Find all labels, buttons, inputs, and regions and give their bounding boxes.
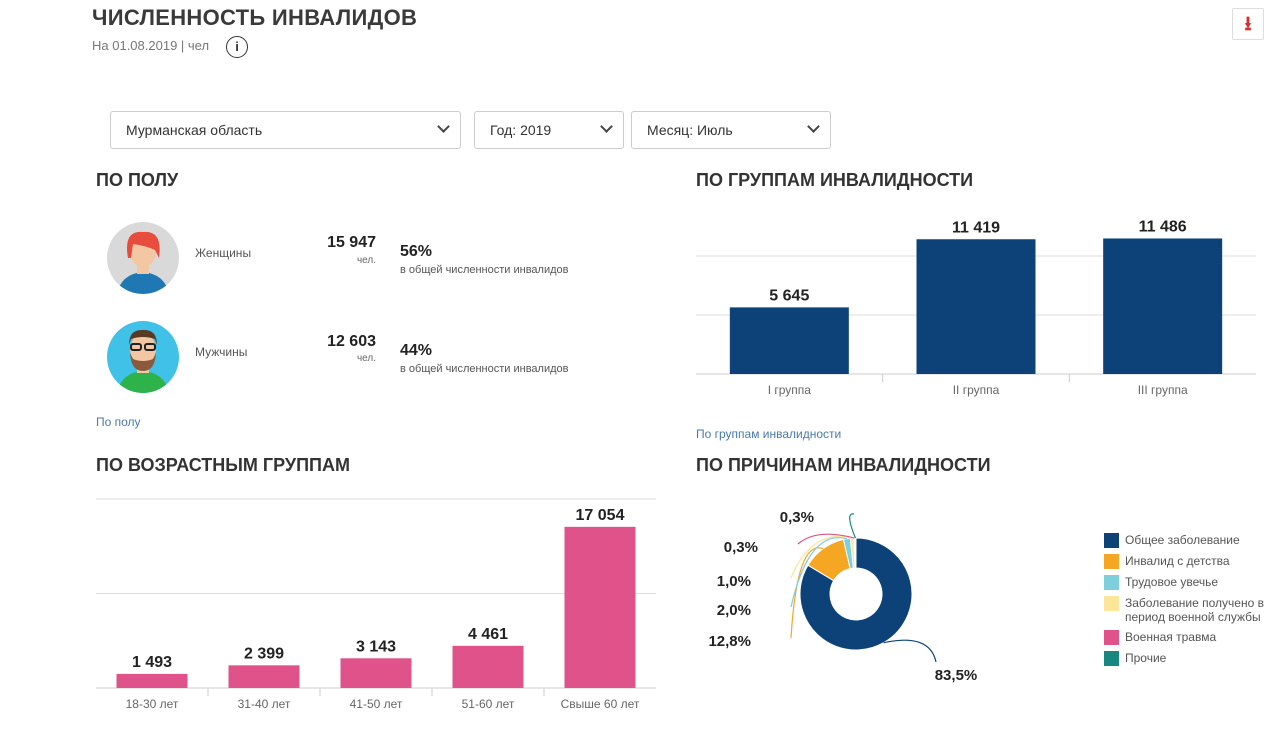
bar-4 (564, 526, 636, 688)
legend-swatch (1104, 651, 1119, 666)
data-label: 1 493 (132, 654, 172, 671)
data-label: 0,3% (780, 509, 814, 526)
chevron-down-icon (807, 120, 820, 133)
region-value: Мурманская область (126, 122, 263, 138)
download-button[interactable]: ⭳ (1232, 8, 1264, 40)
legend-item[interactable]: Инвалид с детства (1104, 554, 1264, 569)
legend-swatch (1104, 533, 1119, 548)
leader-line (790, 537, 848, 608)
male-avatar (107, 321, 179, 393)
data-label: 5 645 (769, 287, 809, 304)
legend-item[interactable]: Военная травма (1104, 630, 1264, 645)
legend-swatch (1104, 596, 1119, 611)
leader-line (797, 533, 855, 545)
legend-swatch (1104, 630, 1119, 645)
data-label: 4 461 (468, 626, 508, 643)
legend-item[interactable]: Трудовое увечье (1104, 575, 1264, 590)
legend-label: Заболевание получено в период военной сл… (1125, 596, 1264, 624)
data-label: 2,0% (717, 602, 751, 619)
data-label: 17 054 (576, 507, 625, 524)
male-pct-label: в общей численности инвалидов (400, 363, 569, 375)
legend-swatch (1104, 575, 1119, 590)
female-pct-label: в общей численности инвалидов (400, 264, 569, 276)
data-label: 11 486 (1139, 218, 1187, 235)
leader-line (790, 535, 853, 579)
female-unit: чел. (356, 255, 376, 266)
female-value: 15 947 (327, 234, 376, 251)
leader-line (790, 547, 824, 639)
tick-label: III группа (1138, 383, 1188, 397)
tick-label: II группа (953, 383, 1000, 397)
bar-1 (228, 665, 300, 688)
female-pct: 56% (400, 243, 433, 260)
gender-title: ПО ПОЛУ (96, 170, 179, 190)
leader-line (883, 639, 937, 663)
causes-title: ПО ПРИЧИНАМ ИНВАЛИДНОСТИ (696, 455, 991, 475)
groups-title: ПО ГРУППАМ ИНВАЛИДНОСТИ (696, 170, 974, 190)
legend-label: Общее заболевание (1125, 533, 1240, 547)
legend-label: Военная травма (1125, 630, 1217, 644)
bar-0 (729, 307, 849, 374)
year-select[interactable]: Год: 2019 (474, 111, 624, 149)
bar-1 (916, 239, 1036, 374)
legend-label: Инвалид с детства (1125, 554, 1230, 568)
data-label: 12,8% (708, 633, 751, 650)
gender-link[interactable]: По полу (96, 415, 141, 429)
data-label: 2 399 (244, 645, 284, 662)
data-label: 83,5% (935, 667, 978, 684)
age-title: ПО ВОЗРАСТНЫМ ГРУППАМ (96, 455, 350, 475)
chevron-down-icon (600, 120, 613, 133)
bar-2 (340, 658, 412, 688)
legend-item[interactable]: Общее заболевание (1104, 533, 1264, 548)
download-icon: ⭳ (1244, 13, 1252, 35)
info-icon[interactable]: i (226, 36, 248, 58)
year-value: Год: 2019 (490, 122, 552, 138)
tick-label: 41-50 лет (350, 697, 403, 711)
groups-link[interactable]: По группам инвалидности (696, 427, 842, 441)
tick-label: Свыше 60 лет (561, 697, 640, 711)
month-select[interactable]: Месяц: Июль (631, 111, 831, 149)
causes-chart: 83,5% 12,8% 2,0% 1,0% 0,3% 0,3% (708, 509, 978, 684)
tick-label: I группа (768, 383, 812, 397)
data-label: 11 419 (952, 219, 1000, 236)
male-label: Мужчины (195, 345, 248, 359)
month-value: Месяц: Июль (647, 122, 733, 138)
legend-swatch (1104, 554, 1119, 569)
slice-0 (799, 537, 913, 651)
region-select[interactable]: Мурманская область (110, 111, 461, 149)
male-pct: 44% (400, 342, 433, 359)
tick-label: 18-30 лет (126, 697, 179, 711)
page-title: ЧИСЛЕННОСТЬ ИНВАЛИДОВ (92, 5, 418, 30)
male-value: 12 603 (327, 333, 376, 350)
female-label: Женщины (195, 246, 252, 260)
legend-item[interactable]: Заболевание получено в период военной сл… (1104, 596, 1264, 624)
chevron-down-icon (437, 120, 450, 133)
data-label: 1,0% (717, 573, 751, 590)
male-unit: чел. (356, 353, 376, 364)
data-label: 3 143 (356, 638, 396, 655)
leader-line (849, 513, 857, 539)
age-chart: 1 493 18-30 лет 2 399 31-40 лет 3 143 41-50 л… (96, 498, 656, 711)
bar-2 (1103, 238, 1223, 374)
causes-legend: Общее заболевание Инвалид с детства Трудов… (1104, 533, 1264, 672)
female-avatar (107, 222, 179, 294)
groups-chart: 5 645 I группа 11 419 II группа 11 486 III гр… (696, 218, 1256, 397)
bar-3 (452, 645, 524, 688)
legend-item[interactable]: Прочие (1104, 651, 1264, 666)
legend-label: Трудовое увечье (1125, 575, 1219, 589)
tick-label: 31-40 лет (238, 697, 291, 711)
page-subtitle: На 01.08.2019 | чел (92, 38, 210, 53)
slice-5 (854, 537, 857, 569)
bar-0 (116, 673, 188, 688)
legend-label: Прочие (1125, 651, 1167, 665)
tick-label: 51-60 лет (462, 697, 515, 711)
data-label: 0,3% (724, 539, 758, 556)
